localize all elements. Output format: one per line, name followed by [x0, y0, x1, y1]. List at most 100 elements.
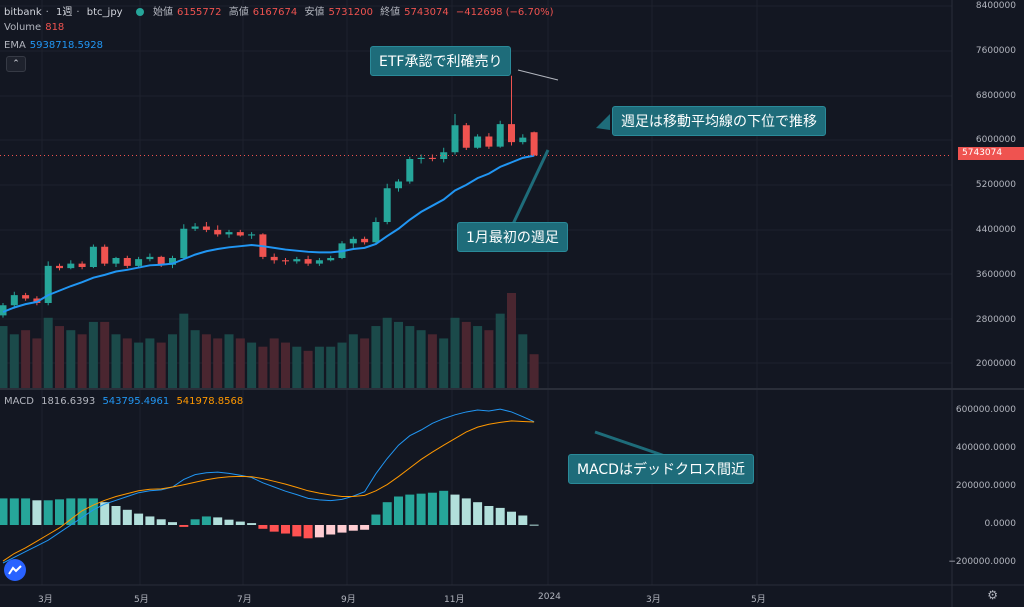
volume-bar: [292, 346, 302, 388]
symbol-name[interactable]: bitbank: [4, 7, 42, 18]
price-tick-label: 8400000: [975, 1, 1016, 11]
macd-line: [2, 408, 535, 564]
volume-bar: [507, 293, 516, 388]
candle-body: [293, 259, 301, 262]
annotation-etf[interactable]: ETF承認で利確売り: [370, 46, 512, 76]
annotation-macd-pointer: [594, 430, 666, 458]
candle-body: [530, 132, 538, 156]
macd-histogram-bar: [258, 525, 268, 529]
macd-histogram-bar: [122, 509, 132, 525]
macd-histogram-bar: [529, 524, 539, 526]
volume-bar: [394, 321, 403, 388]
volume-bar: [439, 338, 449, 388]
close-value: 5743074: [404, 7, 449, 18]
macd-tick-label: 600000.0000: [955, 405, 1016, 415]
volume-bar: [213, 338, 223, 388]
volume-bar: [43, 317, 53, 388]
volume-bar: [0, 326, 8, 388]
candle-body: [78, 263, 86, 267]
volume-bar: [190, 330, 200, 388]
macd-histogram-bar: [168, 522, 177, 525]
time-tick-label: 5月: [751, 595, 766, 605]
time-tick-label: 7月: [237, 595, 252, 605]
time-tick-label: 11月: [444, 595, 465, 605]
pair-label[interactable]: btc_jpy: [86, 7, 123, 18]
candle-body: [44, 265, 52, 303]
volume-bar: [303, 350, 313, 388]
volume-legend[interactable]: Volume 818: [4, 22, 68, 33]
candle-body: [270, 256, 278, 261]
candle-body: [496, 124, 504, 147]
volume-bar: [314, 346, 324, 388]
macd-histogram-bar: [77, 498, 87, 525]
macd-histogram-bar: [405, 494, 415, 525]
volume-bar: [168, 334, 177, 388]
macd-histogram-bar: [100, 502, 110, 525]
macd-histogram-bar: [201, 516, 211, 525]
candle-body: [327, 258, 335, 261]
volume-bar: [326, 346, 336, 388]
current-price-label: 5743074: [958, 147, 1024, 160]
volume-bar: [360, 338, 370, 388]
candle-body: [56, 265, 63, 269]
gear-icon[interactable]: ⚙: [987, 588, 998, 602]
candle-body: [67, 263, 75, 269]
candle-body: [89, 246, 97, 267]
volume-value: 818: [45, 22, 65, 33]
volume-bar: [88, 321, 98, 388]
candle-body: [315, 260, 323, 264]
macd-histogram-bar: [9, 498, 19, 525]
annotation-trend[interactable]: 週足は移動平均線の下位で推移: [612, 106, 826, 136]
volume-bar: [32, 338, 42, 388]
macd-histogram-bar: [360, 525, 370, 530]
volume-bar: [405, 326, 415, 388]
volume-bar: [9, 334, 19, 388]
candle-body: [349, 238, 357, 244]
volume-bar: [258, 346, 268, 388]
symbol-header: bitbank · 1週 · btc_jpy 始値 6155772 高値 6167674…: [4, 7, 554, 18]
volume-bar: [77, 334, 87, 388]
tradingview-logo-icon[interactable]: [4, 559, 26, 581]
macd-histogram-bar: [247, 523, 257, 525]
volume-bar: [134, 342, 144, 388]
macd-histogram-bar: [111, 506, 121, 525]
candle-body: [180, 228, 188, 258]
candle-body: [383, 188, 391, 222]
macd-histogram-bar: [156, 519, 166, 525]
annotation-jan[interactable]: 1月最初の週足: [457, 222, 568, 252]
macd-histogram-bar: [461, 498, 471, 525]
candle-body: [428, 157, 436, 159]
interval-label[interactable]: 1週: [56, 7, 73, 18]
volume-bar: [122, 338, 132, 388]
volume-bar: [495, 313, 505, 388]
macd-histogram-bar: [348, 525, 358, 531]
volume-bar: [337, 342, 347, 388]
macd-histogram-bar: [382, 502, 392, 525]
candle-body: [22, 295, 30, 299]
macd-histogram-bar: [0, 498, 8, 525]
volume-bar: [100, 321, 110, 388]
candle-body: [519, 137, 527, 143]
candle-body: [202, 226, 210, 230]
macd-legend[interactable]: MACD 1816.6393 543795.4961 541978.8568: [4, 396, 247, 407]
candle-body: [146, 256, 154, 260]
macd-tick-label: −200000.0000: [948, 557, 1016, 567]
macd-histogram-bar: [484, 506, 494, 525]
volume-bar: [450, 317, 460, 388]
ema-line: [2, 154, 535, 313]
annotation-etf-pointer: [517, 69, 559, 81]
macd-histogram-bar: [190, 519, 200, 525]
macd-histogram-bar: [213, 517, 223, 525]
candle-body: [135, 259, 143, 266]
candle-body: [406, 159, 414, 182]
ema-legend[interactable]: EMA 5938718.5928: [4, 40, 107, 51]
change-value: −412698 (−6.70%): [455, 7, 554, 18]
annotation-macd[interactable]: MACDはデッドクロス間近: [568, 454, 754, 484]
macd-histogram-bar: [292, 525, 302, 537]
candle-body: [191, 226, 199, 229]
chevron-up-icon[interactable]: ⌃: [6, 56, 26, 72]
volume-bar: [269, 338, 279, 388]
price-tick-label: 3600000: [975, 269, 1016, 280]
macd-histogram-bar: [55, 499, 64, 525]
